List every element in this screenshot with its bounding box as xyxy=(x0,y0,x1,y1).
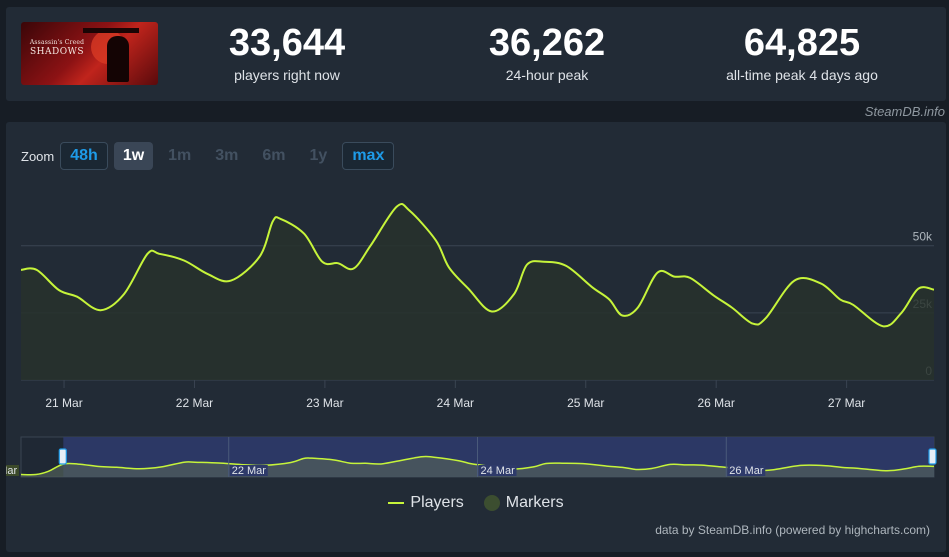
zoom-1m-button[interactable]: 1m xyxy=(168,147,192,164)
chart-legend: Players Markers xyxy=(6,494,946,512)
stat-value: 64,825 xyxy=(743,22,861,64)
navigator-line xyxy=(20,455,935,476)
zoom-3m-button[interactable]: 3m xyxy=(215,147,239,164)
x-tick-label: 21 Mar xyxy=(45,396,82,410)
zoom-48h-button[interactable]: 48h xyxy=(60,142,108,170)
thumbnail-figure xyxy=(107,36,129,82)
x-tick-label: 25 Mar xyxy=(567,396,604,410)
stat-label: all-time peak 4 days ago xyxy=(726,67,878,83)
thumbnail-gate xyxy=(83,28,139,33)
x-tick-label: 22 Mar xyxy=(176,396,213,410)
stat-24h-peak: 36,262 24-hour peak xyxy=(437,21,657,83)
chart-panel: Zoom 48h 1w 1m 3m 6m 1y max 025k50k21 Ma… xyxy=(6,122,946,552)
legend-item-markers[interactable]: Markers xyxy=(483,494,564,512)
stat-value: 33,644 xyxy=(228,22,346,64)
footer-credit[interactable]: data by SteamDB.info (powered by highcha… xyxy=(655,523,930,537)
players-series-line xyxy=(20,203,935,328)
steamdb-credit[interactable]: SteamDB.info xyxy=(864,104,945,119)
summary-card: Assassin's Creed SHADOWS 33,644 players … xyxy=(6,7,946,101)
zoom-max-button[interactable]: max xyxy=(342,142,395,170)
players-line-icon xyxy=(388,502,405,504)
markers-dot-icon xyxy=(483,495,500,511)
navigator-x-label: 20 Mar xyxy=(6,465,18,477)
x-tick-label: 24 Mar xyxy=(437,396,474,410)
game-logo-line2: SHADOWS xyxy=(29,47,85,57)
navigator-label-bg xyxy=(6,465,19,476)
stat-current-players: 33,644 players right now xyxy=(177,21,397,83)
legend-item-players[interactable]: Players xyxy=(388,494,464,512)
navigator-x-label: 24 Mar xyxy=(481,465,516,477)
x-tick-label: 23 Mar xyxy=(306,396,343,410)
stat-label: players right now xyxy=(234,67,340,83)
y-tick-label: 50k xyxy=(913,230,933,244)
legend-markers-label: Markers xyxy=(505,494,564,511)
navigator-x-label: 26 Mar xyxy=(729,465,764,477)
stat-value: 36,262 xyxy=(488,22,606,64)
game-logo: Assassin's Creed SHADOWS xyxy=(27,40,87,57)
game-thumbnail[interactable]: Assassin's Creed SHADOWS xyxy=(21,22,158,85)
stat-alltime-peak: 64,825 all-time peak 4 days ago xyxy=(692,21,912,83)
stat-label: 24-hour peak xyxy=(505,67,589,83)
zoom-6m-button[interactable]: 6m xyxy=(262,147,286,164)
players-area xyxy=(21,204,934,380)
game-logo-line1: Assassin's Creed xyxy=(29,39,85,46)
navigator-right-handle[interactable] xyxy=(928,448,937,465)
navigator-left-handle[interactable] xyxy=(58,448,67,465)
navigator-label-bg xyxy=(478,465,517,476)
legend-players-label: Players xyxy=(410,494,464,511)
zoom-1y-button[interactable]: 1y xyxy=(309,147,328,164)
x-tick-label: 26 Mar xyxy=(698,396,735,410)
navigator-x-label: 22 Mar xyxy=(232,465,267,477)
zoom-label: Zoom xyxy=(21,148,55,164)
zoom-1w-button[interactable]: 1w xyxy=(113,142,154,170)
navigator-label-bg xyxy=(229,465,268,476)
navigator-label-bg xyxy=(727,465,766,476)
zoom-bar: Zoom 48h 1w 1m 3m 6m 1y max xyxy=(21,142,400,170)
x-tick-label: 27 Mar xyxy=(828,396,865,410)
